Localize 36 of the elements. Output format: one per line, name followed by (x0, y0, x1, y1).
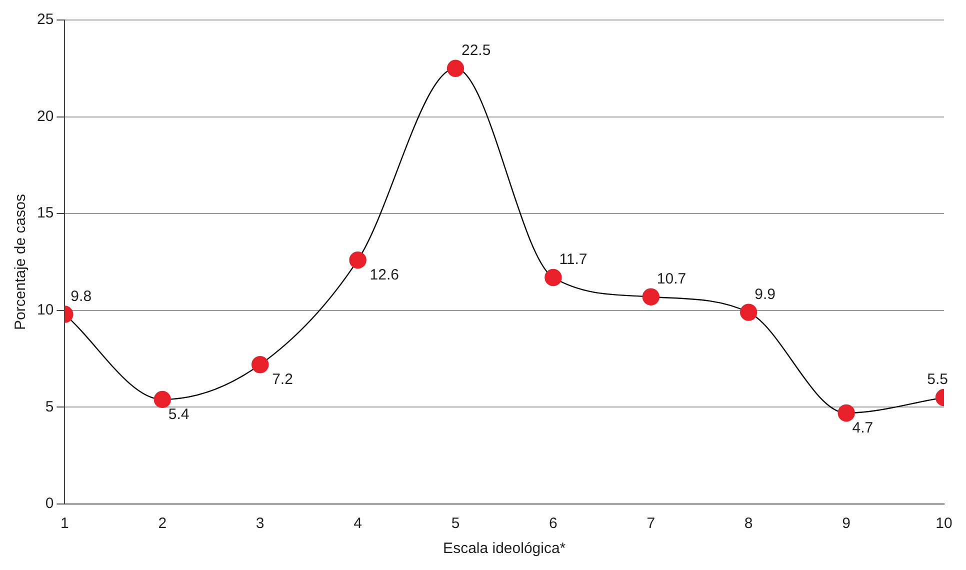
data-label: 5.5 (927, 371, 948, 388)
x-tick-label: 3 (256, 515, 264, 532)
data-label: 11.7 (559, 251, 588, 268)
point (740, 304, 758, 321)
point (446, 60, 464, 77)
x-tick-label: 4 (354, 515, 362, 532)
data-label: 10.7 (656, 270, 686, 288)
x-tick-label: 9 (842, 515, 850, 532)
y-tick-label: 5 (45, 398, 54, 416)
data-label: 4.7 (852, 420, 874, 437)
data-label: 22.5 (461, 42, 491, 60)
y-tick-label: 25 (36, 11, 54, 28)
x-tick-label: 8 (744, 515, 753, 532)
point (154, 390, 171, 408)
y-tick-label: 10 (36, 302, 54, 319)
y-tick-label: 20 (36, 108, 54, 125)
x-tick-label: 6 (549, 515, 558, 532)
point (349, 251, 366, 269)
y-tick-label: 15 (36, 204, 54, 222)
x-tick-label: 5 (451, 515, 460, 532)
x-axis-title: Escala ideológica* (443, 540, 566, 558)
y-tick-label: 0 (45, 495, 54, 512)
data-label: 5.4 (168, 406, 190, 424)
data-label: 9.9 (754, 286, 776, 303)
x-tick-label: 10 (936, 515, 952, 532)
data-label: 9.8 (70, 288, 92, 305)
point (838, 404, 855, 422)
data-label: 7.2 (272, 371, 293, 388)
x-tick-label: 7 (646, 515, 656, 532)
point (544, 268, 562, 286)
data-label: 12.6 (370, 266, 399, 284)
point (642, 288, 660, 306)
y-axis-title: Porcentaje de casos (12, 194, 30, 330)
point (251, 356, 269, 374)
x-tick-label: 2 (158, 515, 167, 532)
x-tick-label: 1 (60, 515, 69, 532)
